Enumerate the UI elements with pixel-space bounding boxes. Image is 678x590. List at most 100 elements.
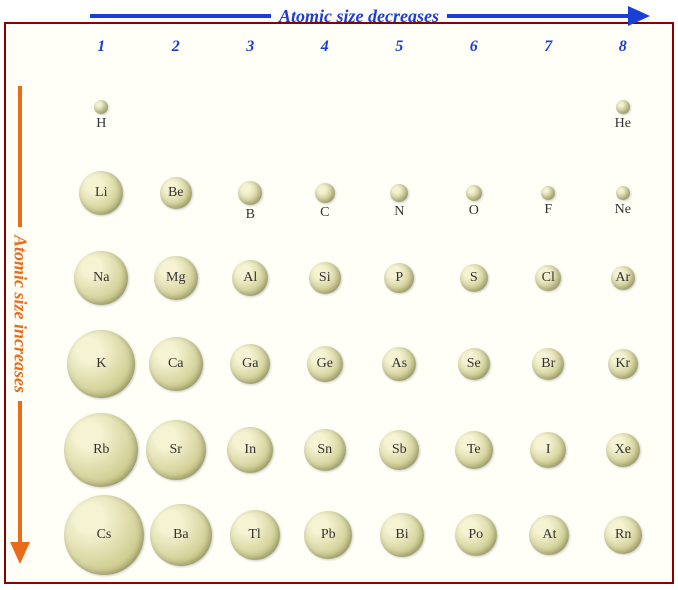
grid-cell: Pb (291, 492, 365, 578)
grid-cell: Br (511, 321, 586, 407)
element-symbol: Se (467, 356, 481, 372)
top-arrow-label: Atomic size decreases (279, 6, 439, 27)
element-symbol: Xe (615, 442, 631, 458)
atom-sphere: Sb (379, 430, 419, 470)
atom-sphere: Br (532, 348, 564, 380)
grid-cell: Rb (64, 407, 139, 493)
grid-cell: Rn (586, 492, 660, 578)
atom-grid: HHeLiBeBCNOFNeNaMgAlSiPSClArKCaGaGeAsSeB… (64, 64, 660, 578)
grid-cell: At (513, 492, 587, 578)
atom-sphere (541, 186, 555, 200)
atom-sphere: Pb (304, 511, 352, 559)
periodic-row: Cs Ba Tl Pb Bi Po At Rn (64, 492, 660, 578)
atom-sphere: I (530, 432, 566, 468)
grid-cell: C (288, 150, 363, 236)
grid-cell: Sr (139, 407, 214, 493)
grid-cell (437, 64, 512, 150)
element-symbol: Ge (317, 356, 333, 372)
grid-cell: Sn (288, 407, 363, 493)
atom-sphere (315, 183, 335, 203)
atom-sphere: Tl (230, 510, 280, 560)
column-header: 6 (437, 38, 512, 62)
element-symbol: Be (168, 185, 184, 201)
grid-cell: N (362, 150, 437, 236)
atom-sphere: Sn (304, 429, 346, 471)
element-symbol: Po (468, 527, 483, 543)
element-symbol: Ne (615, 202, 631, 218)
left-arrow-head (10, 542, 30, 564)
grid-cell: Se (437, 321, 512, 407)
atom-sphere: Ga (230, 344, 270, 384)
column-header: 8 (586, 38, 661, 62)
atom-sphere: As (382, 347, 416, 381)
grid-cell (362, 64, 437, 150)
element-symbol: Ga (242, 356, 258, 372)
grid-cell: Ba (144, 492, 218, 578)
element-symbol: Br (541, 356, 555, 372)
grid-cell: B (213, 150, 288, 236)
atom-sphere (466, 185, 482, 201)
grid-cell: He (586, 64, 661, 150)
atom-sphere: Sr (146, 420, 206, 480)
grid-cell: P (362, 235, 437, 321)
top-arrow-shaft (447, 14, 628, 18)
element-symbol: Pb (321, 527, 336, 543)
atom-sphere: Xe (606, 433, 640, 467)
element-symbol: Sr (170, 442, 182, 458)
atom-sphere: Rn (604, 516, 642, 554)
grid-cell: Cl (511, 235, 586, 321)
atom-sphere: Ge (307, 346, 343, 382)
column-headers: 12345678 (64, 38, 660, 62)
element-symbol: Si (319, 270, 331, 286)
grid-cell: Po (439, 492, 513, 578)
atom-sphere: Be (160, 177, 192, 209)
atom-sphere: Si (309, 262, 341, 294)
top-arrow: Atomic size decreases (90, 4, 650, 28)
periodic-row: H He (64, 64, 660, 150)
grid-cell: F (511, 150, 586, 236)
element-symbol: Mg (166, 270, 185, 286)
grid-cell: Si (288, 235, 363, 321)
element-symbol: As (391, 356, 407, 372)
element-symbol: H (96, 116, 106, 132)
column-header: 3 (213, 38, 288, 62)
atom-sphere (390, 184, 408, 202)
grid-cell (213, 64, 288, 150)
atom-sphere: K (67, 330, 135, 398)
grid-cell (139, 64, 214, 150)
grid-cell: H (64, 64, 139, 150)
grid-cell: Kr (586, 321, 661, 407)
atom-sphere (616, 100, 630, 114)
grid-cell: In (213, 407, 288, 493)
grid-cell: Ne (586, 150, 661, 236)
atom-sphere: In (227, 427, 273, 473)
column-header: 4 (288, 38, 363, 62)
periodic-row: LiBeBCNOFNe (64, 150, 660, 236)
periodic-row: NaMgAlSiPSClAr (64, 235, 660, 321)
element-symbol: Cs (97, 527, 112, 543)
element-symbol: Sb (392, 442, 407, 458)
grid-cell: Li (64, 150, 139, 236)
element-symbol: N (394, 204, 404, 220)
column-header: 2 (139, 38, 214, 62)
atom-sphere: Se (458, 348, 490, 380)
grid-cell: Ga (213, 321, 288, 407)
atom-sphere: Na (74, 251, 128, 305)
column-header: 5 (362, 38, 437, 62)
atom-sphere: Al (232, 260, 268, 296)
element-symbol: Rb (93, 442, 109, 458)
element-symbol: Rn (615, 527, 631, 543)
element-symbol: He (615, 116, 631, 132)
grid-cell (511, 64, 586, 150)
atom-sphere: Po (455, 514, 497, 556)
grid-cell: I (511, 407, 586, 493)
left-arrow: Atomic size increases (8, 86, 32, 564)
grid-cell: Sb (362, 407, 437, 493)
grid-cell: Tl (218, 492, 292, 578)
column-header: 1 (64, 38, 139, 62)
top-arrow-shaft (90, 14, 271, 18)
element-symbol: Ba (173, 527, 189, 543)
grid-cell: Cs (64, 492, 144, 578)
element-symbol: Bi (395, 527, 408, 543)
grid-cell: Te (437, 407, 512, 493)
